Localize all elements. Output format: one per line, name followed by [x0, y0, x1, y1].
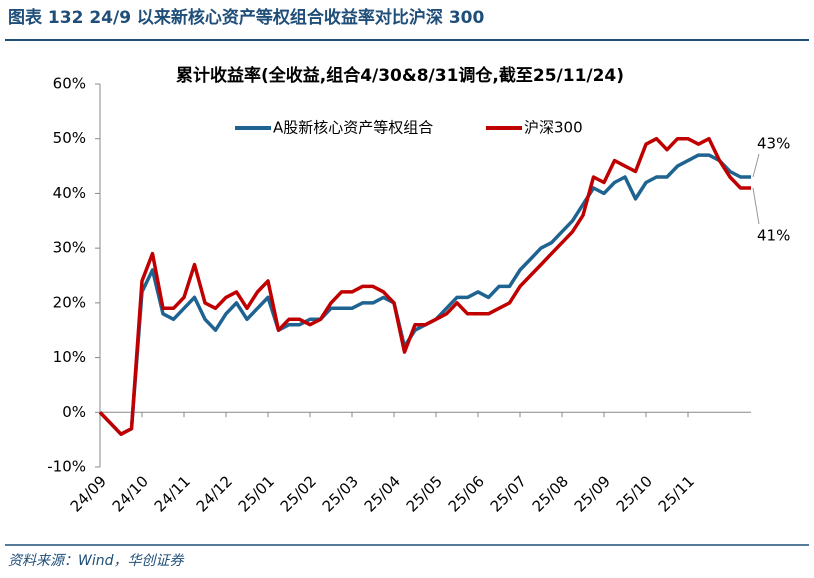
y-tick-label: 30% — [53, 239, 86, 257]
x-tick-label: 24/12 — [193, 472, 236, 515]
x-tick-label: 25/03 — [319, 472, 362, 515]
y-tick-label: 10% — [53, 348, 86, 366]
end-label-leader — [752, 187, 760, 225]
series-line — [98, 136, 751, 436]
chart-title: 累计收益率(全收益,组合4/30&8/31调仓,截至25/11/24) — [176, 65, 624, 86]
y-tick-label: -10% — [47, 458, 86, 476]
x-tick-label: 25/09 — [571, 472, 614, 515]
x-tick-label: 25/08 — [529, 472, 572, 515]
y-tick-label: 20% — [53, 293, 86, 311]
y-tick-label: 0% — [62, 403, 86, 421]
x-tick-label: 24/10 — [109, 472, 152, 515]
x-tick-label: 25/02 — [277, 472, 320, 515]
x-tick-label: 24/11 — [151, 472, 194, 515]
legend-label: A股新核心资产等权组合 — [273, 119, 433, 137]
y-tick-label: 40% — [53, 184, 86, 202]
x-tick-label: 25/05 — [403, 472, 446, 515]
figure-header: 图表 132 24/9 以来新核心资产等权组合收益率对比沪深 300 — [8, 7, 485, 28]
y-tick-label: 50% — [53, 129, 86, 147]
x-tick-label: 25/10 — [613, 472, 656, 515]
x-tick-label: 25/01 — [235, 472, 278, 515]
x-tick-label: 25/04 — [361, 472, 404, 515]
source-note: 资料来源：Wind，华创证券 — [8, 553, 184, 569]
x-tick-label: 25/07 — [487, 472, 530, 515]
x-tick-label: 24/09 — [67, 472, 110, 515]
y-tick-label: 60% — [53, 75, 86, 93]
legend-label: 沪深300 — [524, 119, 583, 137]
end-label: 43% — [757, 135, 790, 153]
x-tick-label: 25/11 — [655, 472, 698, 515]
end-label: 41% — [757, 227, 790, 245]
x-tick-label: 25/06 — [445, 472, 488, 515]
end-label-leader — [752, 153, 760, 178]
series-line — [98, 153, 751, 436]
